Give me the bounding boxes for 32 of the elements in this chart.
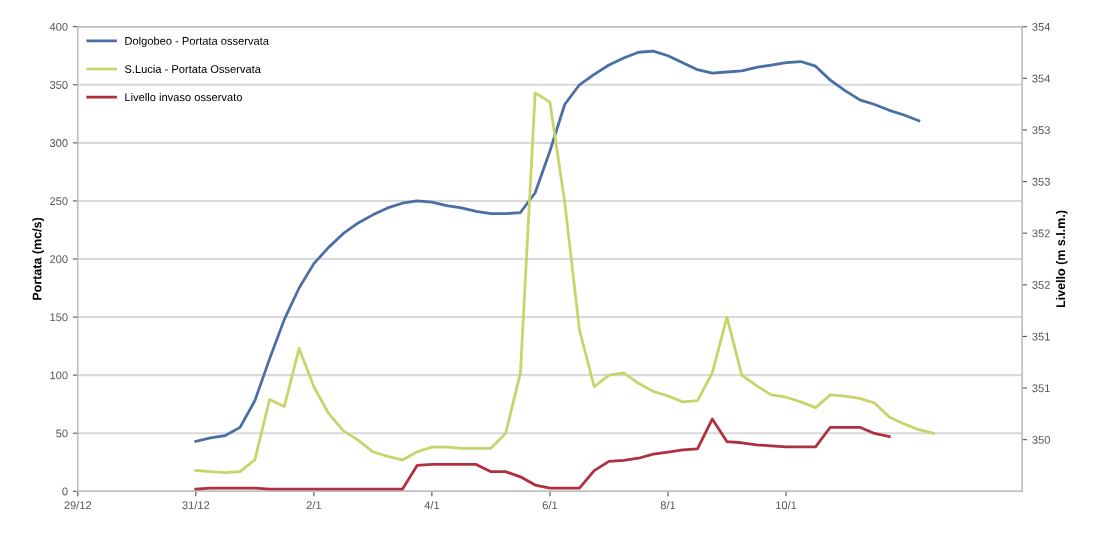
y2-tick-label: 352 (1032, 281, 1050, 289)
legend-label: Dolgobeo - Portata osservata (125, 36, 269, 48)
y-tick-label: 100 (50, 371, 68, 380)
y-tick-label: 250 (50, 197, 68, 206)
y-tick-label: 200 (50, 255, 68, 264)
y2-tick-label: 353 (1032, 177, 1050, 186)
y-tick-label: 300 (49, 139, 68, 147)
x-tick-label: 2/1 (306, 501, 322, 510)
y2-tick-label: 350 (1032, 435, 1050, 444)
y2-tick-label: 352 (1032, 229, 1050, 238)
x-tick-label: 6/1 (542, 501, 558, 510)
line-series (194, 91, 935, 475)
legend-label: Livello invaso osservato (125, 92, 242, 102)
x-tick-label: 31/12 (182, 501, 210, 510)
line-series (194, 417, 891, 491)
y2-tick-label: 354 (1032, 74, 1051, 83)
y2-tick-label: 353 (1032, 126, 1050, 135)
y-tick-label: 50 (56, 429, 68, 438)
y-tick-label: 0 (62, 487, 68, 496)
x-tick-label: 10/1 (776, 501, 797, 510)
y-tick-label: 150 (50, 313, 68, 322)
x-tick-label: 29/12 (64, 501, 92, 510)
x-tick-label: 4/1 (424, 501, 440, 510)
x-tick-label: 8/1 (660, 501, 676, 510)
y-tick-label: 400 (49, 22, 68, 31)
y2-tick-label: 351 (1032, 384, 1050, 393)
y-axis-title: Portata (mc/s) (32, 217, 44, 300)
y2-tick-label: 354 (1032, 22, 1051, 31)
legend-label: S.Lucia - Portata Osservata (124, 64, 261, 73)
y-tick-label: 350 (49, 81, 68, 89)
y2-tick-label: 351 (1032, 332, 1050, 341)
y2-axis-title: Livello (m s.l.m.) (1055, 210, 1068, 308)
